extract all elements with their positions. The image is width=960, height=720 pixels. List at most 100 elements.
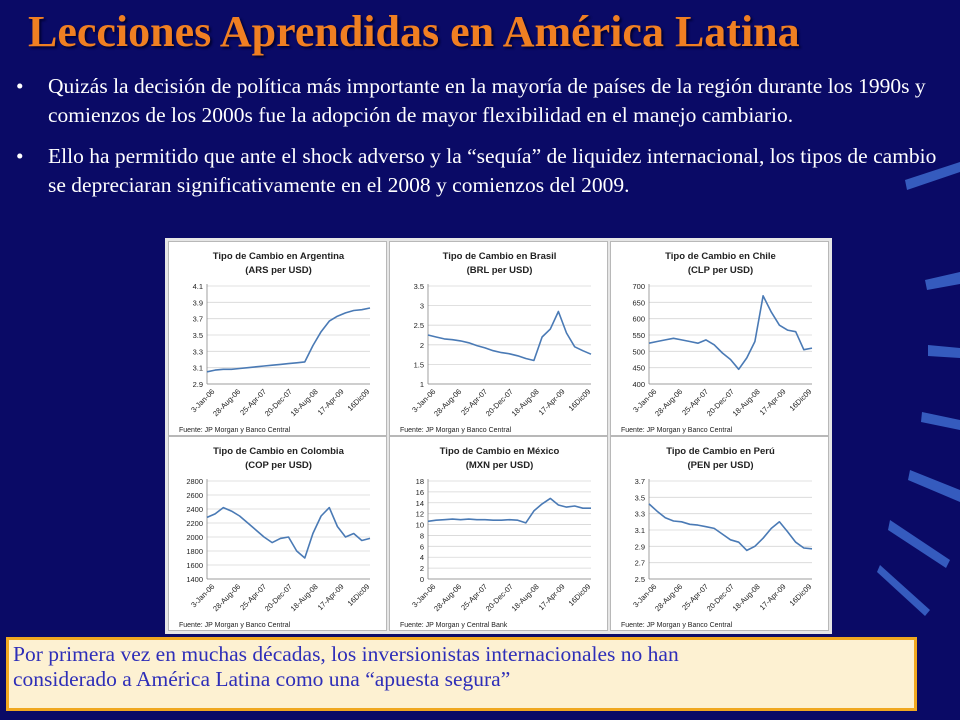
y-tick-label: 3.1: [635, 526, 645, 535]
x-tick-label: 18-Aug-08: [510, 582, 541, 613]
chart-source: Fuente: JP Morgan y Banco Central: [621, 622, 733, 629]
y-tick-label: 2.7: [635, 559, 645, 568]
x-tick-label: 16Dic09: [346, 582, 372, 608]
chart-title: Tipo de Cambio en Colombia: [213, 446, 344, 457]
y-tick-label: 500: [632, 347, 645, 356]
x-tick-label: 28-Aug-06: [653, 582, 684, 613]
y-tick-label: 3.7: [193, 315, 203, 324]
y-tick-label: 4: [420, 553, 424, 562]
y-tick-label: 4.1: [193, 282, 203, 291]
x-tick-label: 16Dic09: [567, 582, 593, 608]
y-tick-label: 1800: [186, 547, 203, 556]
x-tick-label: 28-Aug-06: [211, 582, 242, 613]
x-tick-label: 18-Aug-08: [289, 582, 320, 613]
chart-title: Tipo de Cambio en México: [440, 446, 560, 457]
bullet-icon: •: [16, 144, 24, 168]
chart-panel-1: Tipo de Cambio en Argentina (ARS per USD)…: [168, 241, 387, 436]
chart-subtitle: (PEN per USD): [688, 460, 754, 471]
x-tick-label: 16Dic09: [346, 387, 372, 413]
y-tick-label: 400: [632, 380, 645, 389]
y-tick-label: 600: [632, 315, 645, 324]
series-line: [427, 497, 591, 524]
bullet-item-2: • Ello ha permitido que ante el shock ad…: [14, 142, 944, 200]
chart-title: Tipo de Cambio en Perú: [666, 446, 775, 457]
y-tick-label: 1: [420, 380, 424, 389]
y-tick-label: 2.9: [193, 380, 203, 389]
x-tick-label: 17-Apr-09: [537, 582, 567, 612]
y-tick-label: 3.3: [193, 347, 203, 356]
chart-subtitle: (MXN per USD): [466, 460, 534, 471]
series-line: [427, 310, 592, 362]
y-tick-label: 6: [420, 542, 424, 551]
x-tick-label: 17-Apr-09: [537, 387, 567, 417]
bullet-list: • Quizás la decisión de política más imp…: [14, 72, 944, 212]
chart-source: Fuente: JP Morgan y Banco Central: [179, 427, 291, 434]
y-tick-label: 12: [416, 510, 424, 519]
y-tick-label: 14: [416, 499, 424, 508]
series-line: [648, 294, 813, 371]
y-tick-label: 3.5: [193, 331, 203, 340]
chart-panel-3: Tipo de Cambio en Chile (CLP per USD) 400 4…: [610, 241, 829, 436]
x-tick-label: 16Dic09: [788, 582, 814, 608]
chart-subtitle: (COP per USD): [245, 460, 312, 471]
y-tick-label: 2: [420, 341, 424, 350]
y-tick-label: 1.5: [414, 360, 424, 369]
x-tick-label: 17-Apr-09: [316, 387, 346, 417]
bullet-text-1: Quizás la decisión de política más impor…: [48, 74, 926, 127]
chart-title: Tipo de Cambio en Brasil: [443, 251, 557, 262]
x-tick-label: 28-Aug-06: [432, 582, 463, 613]
y-tick-label: 450: [632, 364, 645, 373]
y-tick-label: 2000: [186, 533, 203, 542]
y-tick-label: 2.9: [635, 542, 645, 551]
x-tick-label: 17-Apr-09: [758, 582, 788, 612]
chart-panel-5: Tipo de Cambio en México (MXN per USD) 0 2 4…: [389, 436, 608, 631]
slide-title: Lecciones Aprendidas en América Latina: [28, 7, 800, 56]
y-tick-label: 0: [420, 575, 424, 584]
series-line: [206, 307, 371, 373]
chart-source: Fuente: JP Morgan y Central Bank: [400, 622, 508, 629]
y-tick-label: 2400: [186, 505, 203, 514]
y-tick-label: 3: [420, 302, 424, 311]
x-tick-label: 28-Aug-06: [653, 387, 684, 418]
x-tick-label: 18-Aug-08: [731, 387, 762, 418]
x-tick-label: 18-Aug-08: [731, 582, 762, 613]
y-tick-label: 550: [632, 331, 645, 340]
y-tick-label: 3.3: [635, 510, 645, 519]
y-tick-label: 8: [420, 531, 424, 540]
chart-subtitle: (CLP per USD): [688, 265, 753, 276]
x-tick-label: 16Dic09: [567, 387, 593, 413]
conclusion-line-1: Por primera vez en muchas décadas, los i…: [13, 642, 679, 666]
chart-panel-6: Tipo de Cambio en Perú (PEN per USD) 2.5 2.…: [610, 436, 829, 631]
y-tick-label: 2.5: [414, 321, 424, 330]
y-tick-label: 3.5: [635, 493, 645, 502]
y-tick-label: 700: [632, 282, 645, 291]
y-tick-label: 2600: [186, 491, 203, 500]
y-tick-label: 1600: [186, 561, 203, 570]
series-line: [648, 503, 813, 552]
y-tick-label: 3.9: [193, 298, 203, 307]
x-tick-label: 17-Apr-09: [316, 582, 346, 612]
chart-title: Tipo de Cambio en Chile: [665, 251, 776, 262]
chart-panel-2: Tipo de Cambio en Brasil (BRL per USD) 1 1.…: [389, 241, 608, 436]
y-tick-label: 3.5: [414, 282, 424, 291]
x-tick-label: 28-Aug-06: [432, 387, 463, 418]
y-tick-label: 3.1: [193, 364, 203, 373]
y-tick-label: 3.7: [635, 477, 645, 486]
series-line: [206, 506, 371, 559]
bullet-text-2: Ello ha permitido que ante el shock adve…: [48, 144, 937, 197]
chart-source: Fuente: JP Morgan y Banco Central: [179, 622, 291, 629]
conclusion-line-2: considerado a América Latina como una “a…: [13, 667, 511, 691]
chart-source: Fuente: JP Morgan y Banco Central: [400, 427, 512, 434]
exchange-rate-charts: Tipo de Cambio en Argentina (ARS per USD)…: [165, 238, 832, 634]
x-tick-label: 28-Aug-06: [211, 387, 242, 418]
y-tick-label: 10: [416, 521, 424, 530]
y-tick-label: 2.5: [635, 575, 645, 584]
x-tick-label: 16Dic09: [788, 387, 814, 413]
x-tick-label: 18-Aug-08: [289, 387, 320, 418]
y-tick-label: 16: [416, 488, 424, 497]
bullet-item-1: • Quizás la decisión de política más imp…: [14, 72, 944, 130]
y-tick-label: 1400: [186, 575, 203, 584]
chart-title: Tipo de Cambio en Argentina: [213, 251, 345, 262]
y-tick-label: 650: [632, 298, 645, 307]
chart-source: Fuente: JP Morgan y Banco Central: [621, 427, 733, 434]
